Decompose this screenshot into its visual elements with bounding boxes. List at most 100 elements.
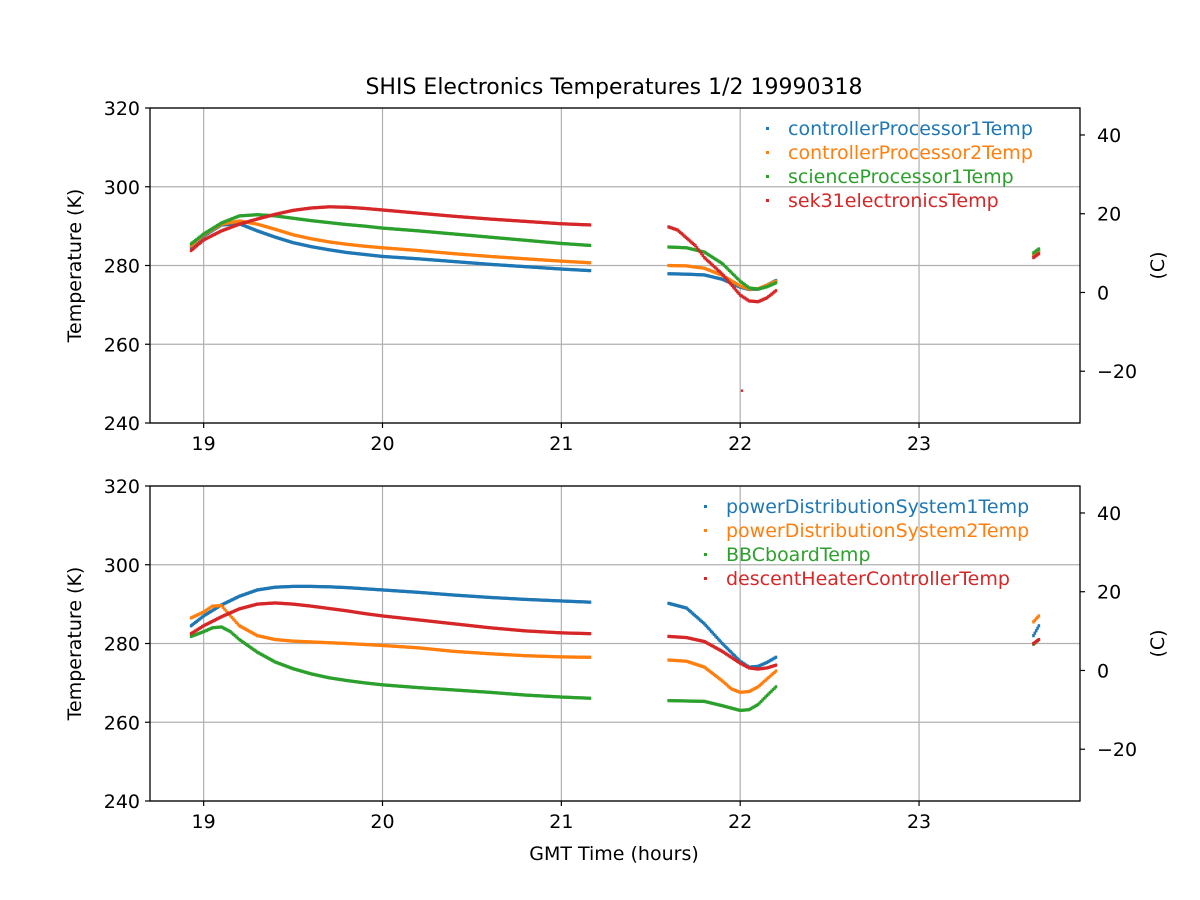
data-point [560,267,563,271]
data-point [246,605,249,609]
data-point [716,259,720,263]
data-point [211,604,214,608]
data-point [374,254,377,258]
data-point [692,247,695,252]
data-point [430,230,434,234]
data-point [564,259,567,264]
data-point [293,667,296,671]
data-point [571,599,575,604]
data-point [710,254,713,259]
data-point [719,261,723,265]
data-point [339,585,343,589]
data-point [192,241,196,245]
data-point [308,218,311,223]
data-point [474,624,478,628]
data-point [355,243,358,247]
data-point [585,243,589,247]
data-point [202,614,205,618]
data-point [741,295,745,299]
data-point [554,221,558,225]
data-point [726,277,730,281]
data-point [705,252,709,256]
legend-label: scienceProcessor1Temp [788,166,1014,188]
data-point [415,618,419,622]
data-point [462,650,465,654]
data-point [758,683,761,688]
data-point [200,625,204,629]
data-point [572,695,576,700]
data-point [681,605,684,609]
data-point [667,601,670,605]
data-point [678,635,681,639]
data-point [705,641,709,645]
data-point [324,247,328,251]
data-point [667,272,670,276]
data-point [445,214,449,218]
data-point [253,632,256,636]
data-point [412,248,416,252]
data-point [532,239,536,243]
data-point [192,621,196,626]
data-point [448,259,452,263]
data-point [458,215,461,219]
data-point [334,221,338,225]
data-point [759,298,763,303]
data-point [551,241,555,245]
data-point [466,261,470,265]
data-point [289,584,292,589]
data-point [473,651,476,655]
data-point [549,266,552,270]
data-point [484,235,487,239]
data-point [505,691,508,696]
data-point [345,222,349,227]
data-point [345,250,349,255]
data-point [578,655,582,659]
data-point [412,211,416,215]
data-point [298,669,302,673]
data-point [543,654,547,658]
data-point [429,619,432,623]
data-point [503,691,507,696]
data-point [425,591,428,595]
data-point [315,219,318,223]
data-point [389,209,393,213]
data-point [283,230,287,234]
data-point [498,652,501,656]
data-point [533,654,537,658]
data-point [685,264,688,268]
data-point [301,217,305,222]
data-point [477,253,481,258]
data-point [411,211,415,215]
data-point [738,284,742,288]
data-point [1036,248,1039,252]
data-point [491,626,494,630]
data-point [768,293,772,298]
data-point [502,255,505,259]
data-point [217,230,221,234]
data-point [416,257,420,261]
data-point [264,655,267,659]
data-point [430,212,434,216]
data-point [1033,631,1037,635]
data-point [551,221,555,225]
data-point [280,229,284,233]
data-point [730,651,734,655]
data-point [382,614,386,618]
data-point [480,254,483,258]
data-point [254,228,258,232]
data-point [710,275,713,279]
data-point [363,611,366,616]
data-point [726,684,730,688]
data-point [232,222,236,226]
data-point [408,228,412,232]
data-point [423,249,427,253]
data-point [195,619,198,624]
data-point [317,246,321,250]
data-point [335,241,339,245]
data-point [418,686,421,690]
data-point [455,593,459,597]
data-point [692,612,695,616]
data-point [680,232,684,236]
data-point [578,696,582,700]
data-point [712,275,716,279]
